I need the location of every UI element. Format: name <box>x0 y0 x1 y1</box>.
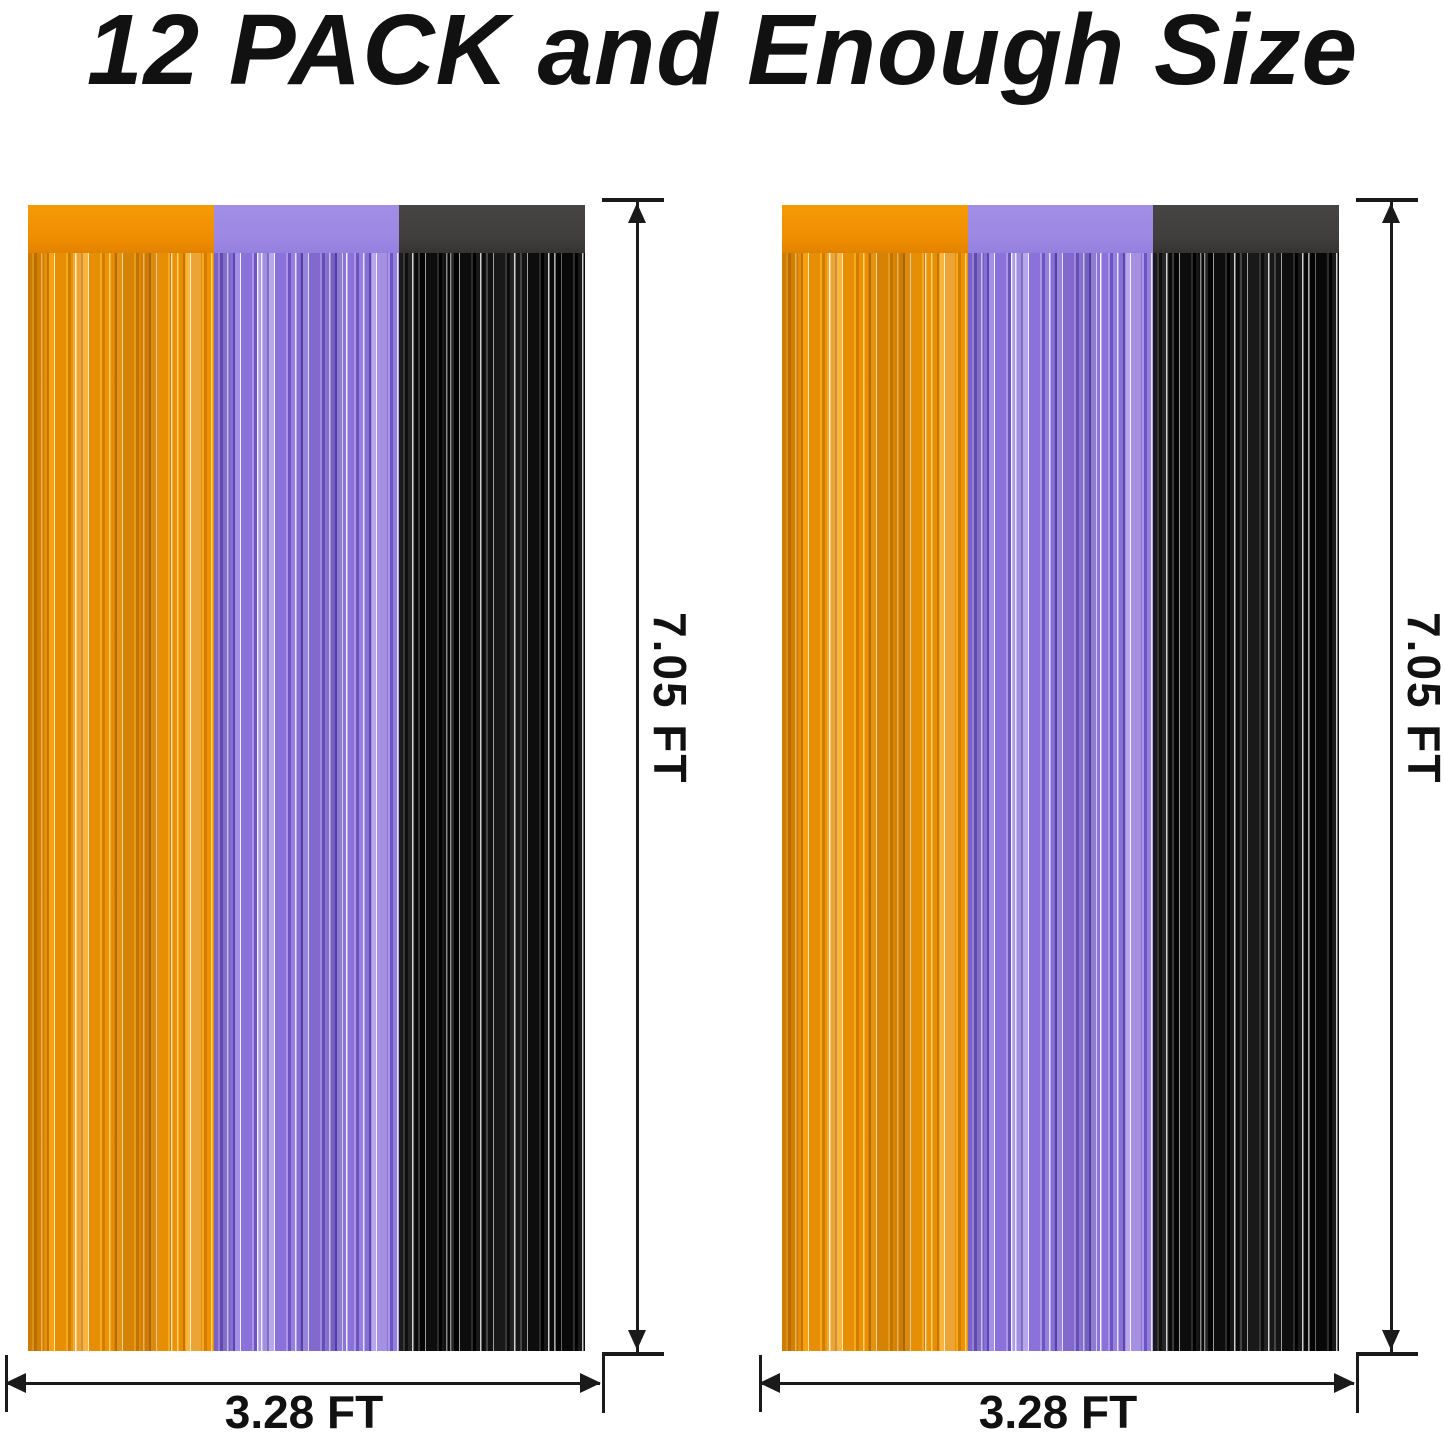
width-dim-line <box>762 1382 1354 1385</box>
black-fringe-strands <box>1153 205 1340 1351</box>
curtain-panel-black <box>1153 205 1340 1351</box>
curtain-panel-orange <box>782 205 968 1351</box>
width-label: 3.28 FT <box>978 1386 1138 1438</box>
curtain-panel-black <box>399 205 586 1351</box>
width-dim-line <box>8 1382 600 1385</box>
black-header-band <box>399 205 586 253</box>
orange-fringe-strands <box>28 205 214 1351</box>
height-dim-top-cap <box>1356 198 1418 202</box>
curtain-figure-2: 7.05 FT 3.28 FT <box>759 0 1445 1438</box>
curtain-panel-orange <box>28 205 214 1351</box>
curtain-panel-purple <box>967 205 1154 1351</box>
purple-fringe-strands <box>967 205 1154 1351</box>
orange-header-band <box>782 205 968 253</box>
width-label: 3.28 FT <box>224 1386 384 1438</box>
curtain-photo <box>782 205 1340 1351</box>
orange-header-band <box>28 205 214 253</box>
height-label: 7.05 FT <box>644 612 696 785</box>
curtain-panel-purple <box>213 205 400 1351</box>
curtain-photo <box>28 205 586 1351</box>
black-header-band <box>1153 205 1340 253</box>
height-dim-bottom-cap <box>602 1352 664 1356</box>
black-fringe-strands <box>399 205 586 1351</box>
orange-fringe-strands <box>782 205 968 1351</box>
height-dim-line <box>1390 200 1393 1354</box>
page-title: 12 PACK and Enough Size <box>86 0 1359 106</box>
arrow-down-icon <box>628 1330 646 1350</box>
purple-fringe-strands <box>213 205 400 1351</box>
arrow-up-icon <box>628 203 646 223</box>
arrow-up-icon <box>1382 203 1400 223</box>
arrow-right-icon <box>580 1373 601 1393</box>
height-dim-top-cap <box>602 198 664 202</box>
height-label: 7.05 FT <box>1398 612 1445 785</box>
arrow-down-icon <box>1382 1330 1400 1350</box>
purple-header-band <box>967 205 1154 253</box>
arrow-left-icon <box>759 1373 780 1393</box>
arrow-left-icon <box>5 1373 26 1393</box>
arrow-right-icon <box>1334 1373 1355 1393</box>
purple-header-band <box>213 205 400 253</box>
height-dim-line <box>636 200 639 1354</box>
height-dim-bracket <box>1356 1352 1359 1413</box>
curtain-figure-1: 7.05 FT 3.28 FT <box>5 0 705 1438</box>
height-dim-bottom-cap <box>1356 1352 1418 1356</box>
height-dim-bracket <box>602 1352 605 1413</box>
